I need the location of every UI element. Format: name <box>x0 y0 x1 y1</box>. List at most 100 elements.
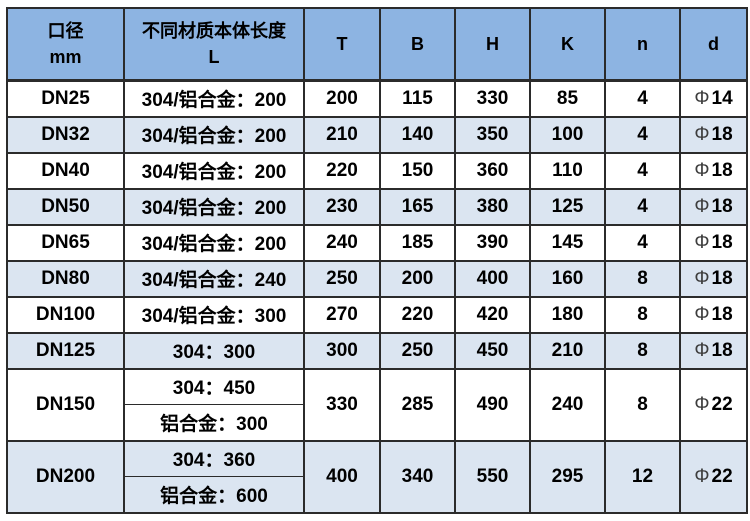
table-subrow-dn150: 铝合金：300 <box>7 404 747 442</box>
cell-n: 4 <box>604 223 681 262</box>
cell-dn: DN80 <box>6 259 125 298</box>
bolt-hole-diameter-value: 18 <box>711 231 733 253</box>
column-header-label: K <box>561 34 574 54</box>
table-row-dn40: DN40 304/铝合金：200 220 150 360 110 4 Φ 18 <box>6 151 748 190</box>
cell-dn: DN65 <box>6 223 125 262</box>
column-header-label: B <box>411 34 424 54</box>
cell-material-length: 304：300 <box>123 331 305 370</box>
table-row-dn65: DN65 304/铝合金：200 240 185 390 145 4 Φ 18 <box>6 223 748 262</box>
table-subrow-dn200: 铝合金：600 <box>7 476 747 514</box>
table-row-dn125: DN125 304：300 300 250 450 210 8 Φ 18 <box>6 331 748 370</box>
cell-d: Φ 18 <box>679 331 748 370</box>
table-row-dn150: DN150 304：450 330 285 490 240 8 Φ 22 <box>6 367 748 442</box>
column-header-label: H <box>486 34 499 54</box>
phi-symbol: Φ <box>694 123 710 145</box>
cell-material-length: 304/铝合金：200 <box>123 79 305 118</box>
cell-T: 270 <box>303 295 381 334</box>
cell-H: 350 <box>454 115 531 154</box>
cell-material-length: 304/铝合金：200 <box>123 115 305 154</box>
phi-symbol: Φ <box>694 303 710 325</box>
cell-H: 420 <box>454 295 531 334</box>
bolt-hole-diameter-value: 22 <box>711 393 733 415</box>
cell-B: 185 <box>379 223 456 262</box>
cell-n: 8 <box>604 259 681 298</box>
cell-n: 8 <box>604 367 681 442</box>
column-header-H: H <box>454 7 531 82</box>
cell-T: 220 <box>303 151 381 190</box>
cell-H: 390 <box>454 223 531 262</box>
bolt-hole-diameter-value: 18 <box>711 267 733 289</box>
cell-d: Φ 18 <box>679 151 748 190</box>
cell-d: Φ 18 <box>679 259 748 298</box>
cell-material-length: 304/铝合金：200 <box>123 223 305 262</box>
phi-symbol: Φ <box>694 465 710 487</box>
cell-T: 400 <box>303 439 381 514</box>
table-row-dn32: DN32 304/铝合金：200 210 140 350 100 4 Φ 18 <box>6 115 748 154</box>
cell-B: 285 <box>379 367 456 442</box>
column-header-label: T <box>336 34 348 54</box>
cell-d: Φ 14 <box>679 79 748 118</box>
cell-B: 250 <box>379 331 456 370</box>
cell-d: Φ 18 <box>679 223 748 262</box>
column-header-label: 不同材质本体长度 <box>142 20 286 41</box>
cell-d: Φ 18 <box>679 115 748 154</box>
cell-K: 145 <box>529 223 606 262</box>
cell-T: 240 <box>303 223 381 262</box>
cell-H: 360 <box>454 151 531 190</box>
cell-T: 300 <box>303 331 381 370</box>
column-header-n: n <box>604 7 681 82</box>
cell-material-length: 304/铝合金：240 <box>123 259 305 298</box>
phi-symbol: Φ <box>694 195 710 217</box>
column-header-label: L <box>208 47 220 67</box>
cell-H: 490 <box>454 367 531 442</box>
cell-K: 210 <box>529 331 606 370</box>
cell-B: 150 <box>379 151 456 190</box>
cell-n: 8 <box>604 295 681 334</box>
cell-n: 12 <box>604 439 681 514</box>
cell-H: 380 <box>454 187 531 226</box>
cell-T: 250 <box>303 259 381 298</box>
cell-B: 200 <box>379 259 456 298</box>
cell-K: 85 <box>529 79 606 118</box>
cell-dn: DN40 <box>6 151 125 190</box>
column-header-label: n <box>637 34 648 54</box>
table-body: DN25 304/铝合金：200 200 115 330 85 4 Φ 14 DN32 304/铝合… <box>6 79 748 514</box>
bolt-hole-diameter-value: 18 <box>711 123 733 145</box>
cell-H: 400 <box>454 259 531 298</box>
bolt-hole-diameter-value: 22 <box>711 465 733 487</box>
cell-n: 4 <box>604 187 681 226</box>
cell-dn: DN32 <box>6 115 125 154</box>
bolt-hole-diameter-value: 18 <box>711 159 733 181</box>
bolt-hole-diameter-value: 18 <box>711 195 733 217</box>
column-header-label: mm <box>49 47 82 67</box>
cell-dn: DN100 <box>6 295 125 334</box>
cell-material-length: 304/铝合金：200 <box>123 187 305 226</box>
column-header-d: d <box>679 7 748 82</box>
cell-material-length: 304：360 <box>123 439 305 477</box>
table-row-dn100: DN100 304/铝合金：300 270 220 420 180 8 Φ 18 <box>6 295 748 334</box>
phi-symbol: Φ <box>694 393 710 415</box>
cell-H: 450 <box>454 331 531 370</box>
column-header-T: T <box>303 7 381 82</box>
cell-d: Φ 18 <box>679 187 748 226</box>
cell-n: 4 <box>604 115 681 154</box>
column-header-K: K <box>529 7 606 82</box>
cell-dn: DN50 <box>6 187 125 226</box>
cell-K: 100 <box>529 115 606 154</box>
cell-T: 330 <box>303 367 381 442</box>
cell-B: 115 <box>379 79 456 118</box>
cell-n: 4 <box>604 151 681 190</box>
phi-symbol: Φ <box>694 159 710 181</box>
column-header-B: B <box>379 7 456 82</box>
table-row-dn200: DN200 304：360 400 340 550 295 12 Φ 22 <box>6 439 748 514</box>
cell-n: 4 <box>604 79 681 118</box>
cell-K: 180 <box>529 295 606 334</box>
phi-symbol: Φ <box>694 267 710 289</box>
cell-T: 230 <box>303 187 381 226</box>
cell-K: 125 <box>529 187 606 226</box>
cell-H: 550 <box>454 439 531 514</box>
cell-material-length: 铝合金：600 <box>123 476 305 514</box>
cell-dn: DN25 <box>6 79 125 118</box>
